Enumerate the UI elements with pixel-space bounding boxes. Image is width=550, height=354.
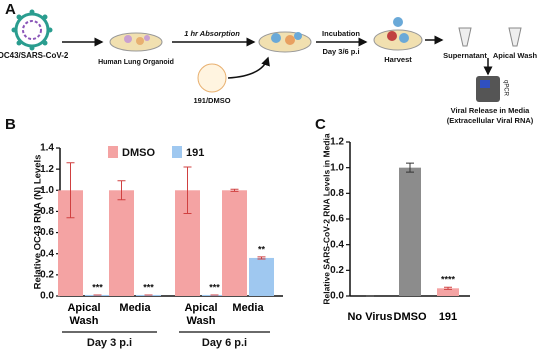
- y-tick-label: 0.2: [40, 269, 54, 280]
- diagram-label: (Extracellular Viral RNA): [447, 116, 534, 125]
- x-tick-label: DMSO: [393, 311, 427, 323]
- diagram-label: qPCR: [502, 80, 508, 97]
- bar: [202, 294, 227, 296]
- error-bar: [230, 188, 239, 192]
- y-tick-label: 0.6: [40, 227, 54, 238]
- diagram-label: Day 3/6 p.i: [322, 47, 359, 56]
- diagram-label: Apical Wash: [493, 51, 538, 60]
- bar: [109, 190, 134, 296]
- diagram-label: Viral Release in Media: [451, 106, 530, 115]
- significance: ***: [92, 282, 103, 292]
- error-bar: [257, 256, 266, 260]
- y-tick-label: 1.2: [330, 137, 344, 148]
- bar: [399, 167, 421, 296]
- diagram-label: Harvest: [384, 55, 412, 64]
- bar: [249, 257, 274, 296]
- bar: [437, 288, 459, 296]
- bar: [222, 190, 247, 296]
- y-tick-label: 1.4: [40, 143, 54, 154]
- group-label: Day 6 p.i: [202, 337, 247, 349]
- group-label: Day 3 p.i: [87, 337, 132, 349]
- virus-icon: [11, 9, 53, 51]
- significance: ***: [209, 282, 220, 292]
- x-tick-label: Media: [232, 302, 264, 314]
- tube-icon: [508, 27, 522, 47]
- qpcr-screen: [480, 80, 490, 88]
- x-tick-label: Apical Wash: [184, 302, 218, 327]
- organoid-dish: [109, 32, 163, 52]
- y-tick-label: 1.0: [330, 162, 344, 173]
- y-tick-label: 0.8: [40, 206, 54, 217]
- x-tick-label: Media: [119, 302, 151, 314]
- bar: [136, 294, 161, 296]
- error-bar: [406, 162, 414, 173]
- panel-label: C: [315, 116, 326, 133]
- legend-label: 191: [186, 147, 204, 159]
- legend-swatch: [172, 146, 182, 158]
- legend-swatch: [108, 146, 118, 158]
- panel-label: B: [5, 116, 16, 133]
- y-tick-label: 1.0: [40, 185, 54, 196]
- diagram-label: 1 hr Absorption: [184, 29, 240, 38]
- compound-icon: [197, 63, 227, 93]
- y-tick-label: 0.4: [330, 239, 344, 250]
- x-tick-label: No Virus: [347, 311, 393, 323]
- qpcr-machine: [476, 76, 500, 102]
- arrow: [227, 56, 270, 79]
- error-bar: [183, 166, 192, 215]
- diagram-label: Incubation: [322, 29, 360, 38]
- y-tick-label: 0.8: [330, 188, 344, 199]
- tube-icon: [458, 27, 472, 47]
- y-tick-label: 1.2: [40, 164, 54, 175]
- x-tick-label: 191: [438, 311, 458, 323]
- diagram-label: 191/DMSO: [193, 96, 230, 105]
- diagram-label: Human Lung Organoid: [98, 59, 174, 66]
- significance: ***: [143, 282, 154, 292]
- y-tick-label: 0.6: [330, 214, 344, 225]
- y-tick-label: 0.2: [330, 265, 344, 276]
- error-bar: [66, 162, 75, 219]
- x-tick-label: Apical Wash: [67, 302, 101, 327]
- diagram-label: OC43/SARS-CoV-2: [0, 51, 69, 60]
- y-axis-label: Relative SARS-CoV-2 RNA Levels in Media: [321, 133, 331, 304]
- y-axis-label: Relative OC43 RNA (N) Levels: [33, 155, 44, 290]
- y-tick-label: 0.0: [330, 291, 344, 302]
- bar: [85, 294, 110, 296]
- error-bar: [117, 180, 126, 201]
- diagram-label: Supernatant: [443, 51, 487, 60]
- error-bar: [444, 286, 452, 290]
- y-tick-label: 0.4: [40, 248, 54, 259]
- significance: ****: [441, 275, 456, 285]
- panel-label: A: [5, 1, 16, 18]
- significance: **: [258, 244, 266, 254]
- harvest-dish: [373, 17, 423, 51]
- infected-dish: [258, 31, 312, 53]
- legend-label: DMSO: [122, 147, 155, 159]
- y-tick-label: 0.0: [40, 291, 54, 302]
